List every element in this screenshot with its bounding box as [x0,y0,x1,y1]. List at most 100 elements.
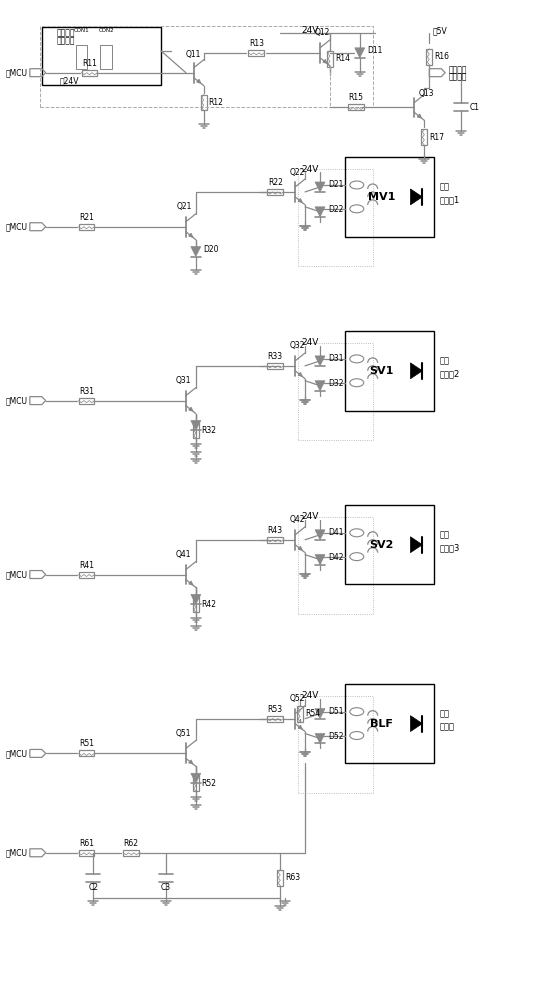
Bar [348,104,364,110]
Bar [267,716,283,722]
Bar [267,537,283,543]
Text: D22: D22 [328,205,343,214]
Text: D20: D20 [204,245,219,254]
Polygon shape [315,182,325,192]
Bar [193,775,199,791]
Bar [298,343,373,440]
Text: SV1: SV1 [369,366,394,376]
Text: R11: R11 [82,59,97,68]
Bar [327,51,333,67]
Text: Q13: Q13 [418,89,434,98]
Text: 接5V: 接5V [432,26,447,35]
Text: CON1: CON1 [73,28,89,33]
Text: D32: D32 [328,379,343,388]
Bar [123,850,139,856]
Bar [78,224,95,230]
Bar [82,70,97,76]
Text: D21: D21 [328,180,343,189]
Text: 24V: 24V [301,338,319,347]
Text: 电磁: 电磁 [439,356,449,365]
Text: Q41: Q41 [176,550,191,559]
Polygon shape [315,356,325,366]
Text: 开关阀1: 开关阀1 [439,195,460,204]
Text: 电磁: 电磁 [439,530,449,539]
Text: R21: R21 [79,213,94,222]
Text: D51: D51 [328,707,343,716]
Text: D31: D31 [328,354,343,363]
Text: R15: R15 [348,93,363,102]
Bar [345,684,434,763]
Polygon shape [410,189,422,205]
Bar [298,696,373,793]
Text: 电磁: 电磁 [439,709,449,718]
Bar [267,189,283,195]
Text: CON2: CON2 [98,28,114,33]
Text: R54: R54 [305,709,320,718]
Polygon shape [315,709,325,719]
Bar [422,129,428,145]
Bar [193,422,199,438]
Bar [426,49,432,65]
Bar [78,572,95,578]
Text: R32: R32 [201,426,216,435]
Text: R51: R51 [79,739,94,748]
Text: 接MCU: 接MCU [6,848,28,857]
Bar [297,706,303,722]
Bar [78,850,95,856]
Polygon shape [191,420,201,430]
Text: R13: R13 [249,39,264,48]
Text: R63: R63 [285,873,300,882]
Bar [345,157,434,237]
Text: 电源故障: 电源故障 [57,28,75,37]
Text: 接MCU: 接MCU [6,396,28,405]
Text: R31: R31 [79,387,94,396]
Bar [345,331,434,411]
Text: R33: R33 [268,352,283,361]
Bar [298,517,373,614]
Bar [78,750,95,756]
Polygon shape [191,773,201,783]
Bar [40,26,373,107]
Text: 开关阀3: 开关阀3 [439,543,460,552]
Polygon shape [315,734,325,743]
Text: 接MCU: 接MCU [6,749,28,758]
Text: C2: C2 [89,883,98,892]
Polygon shape [410,363,422,379]
Text: D11: D11 [368,46,383,55]
Text: 开关阀2: 开关阀2 [439,369,460,378]
Bar [298,169,373,266]
Text: D42: D42 [328,553,343,562]
Polygon shape [315,530,325,540]
Bar [201,95,207,110]
Bar [42,27,161,85]
Text: C3: C3 [161,883,171,892]
Text: 接MCU: 接MCU [6,222,28,231]
Polygon shape [355,48,364,58]
Bar [76,45,88,69]
Bar [277,870,283,886]
Text: BLF: BLF [370,719,393,729]
Text: Q21: Q21 [176,202,191,211]
Text: 电磁: 电磁 [439,182,449,191]
Text: SV2: SV2 [369,540,394,550]
Text: R53: R53 [268,705,283,714]
Bar [267,363,283,369]
Text: R41: R41 [79,561,94,570]
Text: R61: R61 [79,839,94,848]
Polygon shape [315,555,325,565]
Text: Q52: Q52 [289,694,305,703]
Text: 24V: 24V [301,691,319,700]
Polygon shape [315,207,325,217]
Text: R17: R17 [429,133,444,142]
Text: Q11: Q11 [186,50,201,59]
Polygon shape [410,537,422,553]
Bar [345,505,434,584]
Text: Q51: Q51 [176,729,191,738]
Text: R52: R52 [201,779,216,788]
Bar [101,45,112,69]
Text: R12: R12 [209,98,224,107]
Text: Q31: Q31 [176,376,191,385]
Text: Q42: Q42 [289,515,305,524]
Polygon shape [191,247,201,257]
Text: D41: D41 [328,528,343,537]
